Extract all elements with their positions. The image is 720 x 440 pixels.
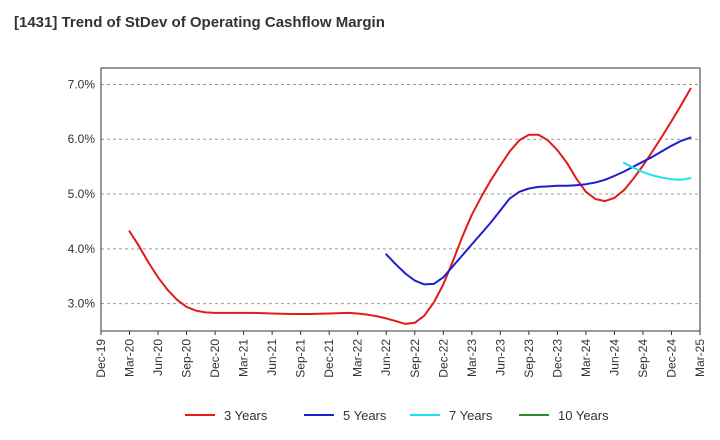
x-tick-label: Mar-21 — [237, 339, 251, 377]
x-tick-label: Dec-24 — [664, 339, 678, 378]
series-line-5-years — [385, 136, 692, 286]
x-tick-label: Mar-24 — [579, 339, 593, 377]
legend-label-5-years: 5 Years — [343, 408, 387, 423]
x-tick-label: Mar-20 — [123, 339, 137, 377]
legend-label-10-years: 10 Years — [558, 408, 609, 423]
x-tick-label: Sep-24 — [636, 339, 650, 378]
series-line-7-years — [622, 161, 692, 181]
y-tick-label: 4.0% — [68, 242, 96, 256]
x-tick-label: Jun-24 — [607, 339, 621, 376]
legend: 3 Years 5 Years 7 Years 10 Years — [185, 408, 609, 423]
x-tick-label: Jun-20 — [151, 339, 165, 376]
axes: 3.0% 4.0% 5.0% 6.0% 7.0% Dec-19 Mar-20 Jun-20 Se… — [68, 67, 707, 378]
plot-area-frame — [100, 67, 701, 332]
x-tick-label: Mar-25 — [693, 339, 707, 377]
x-tick-label: Jun-22 — [379, 339, 393, 376]
y-tick-label: 5.0% — [68, 187, 96, 201]
x-tick-label: Sep-22 — [408, 339, 422, 378]
x-tick-label: Jun-23 — [493, 339, 507, 376]
grid-lines — [101, 83, 700, 305]
x-tick-label: Dec-22 — [436, 339, 450, 378]
x-tick-label: Mar-23 — [465, 339, 479, 377]
y-tick-label: 7.0% — [68, 77, 96, 91]
x-tick-label: Jun-21 — [265, 339, 279, 376]
x-tick-label: Mar-22 — [351, 339, 365, 377]
x-tick-label: Dec-21 — [322, 339, 336, 378]
x-tick-label: Sep-23 — [522, 339, 536, 378]
x-tick-label: Dec-19 — [94, 339, 108, 378]
y-tick-label: 3.0% — [68, 297, 96, 311]
x-tick-label: Sep-21 — [294, 339, 308, 378]
y-tick-label: 6.0% — [68, 132, 96, 146]
legend-label-7-years: 7 Years — [449, 408, 493, 423]
legend-label-3-years: 3 Years — [224, 408, 268, 423]
x-tick-label: Dec-23 — [550, 339, 564, 378]
x-tick-label: Dec-20 — [208, 339, 222, 378]
series-lines — [128, 87, 692, 325]
series-line-3-years — [128, 87, 692, 325]
x-tick-label: Sep-20 — [180, 339, 194, 378]
chart-title: [1431] Trend of StDev of Operating Cashf… — [14, 14, 385, 31]
